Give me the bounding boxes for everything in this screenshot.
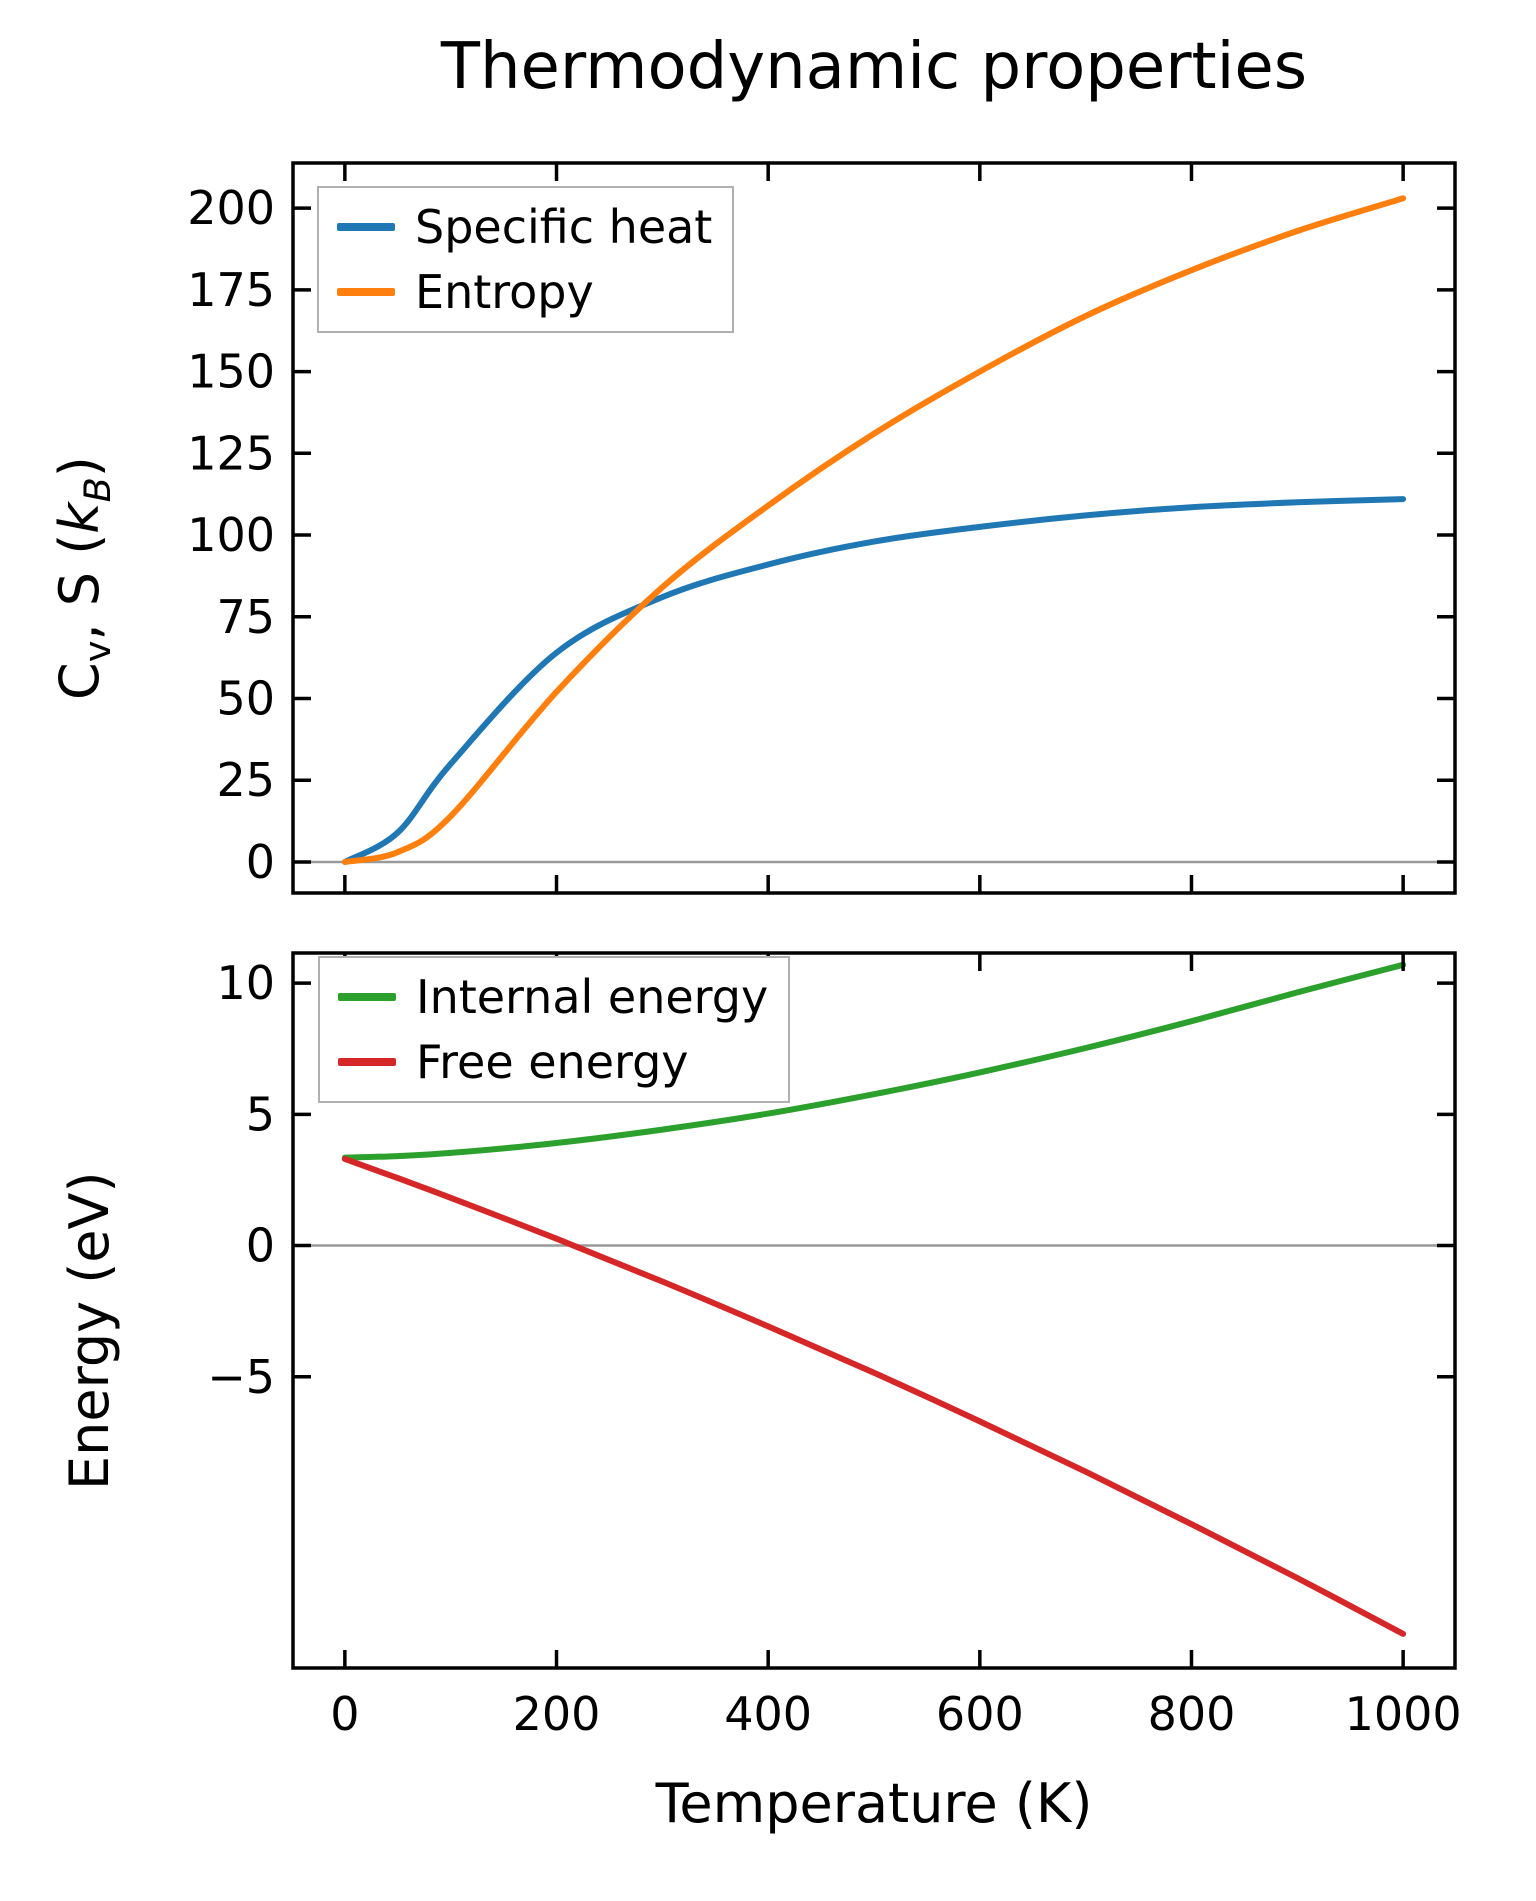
- legend-swatch-free-energy: [338, 1057, 396, 1066]
- legend-label-free-energy: Free energy: [416, 1034, 689, 1089]
- x-tick-label: 0: [330, 1687, 359, 1741]
- ylabel-k-sub: B: [75, 477, 119, 503]
- x-tick-label: 600: [936, 1687, 1024, 1741]
- bottom-panel: 0 200 400 600 800 1000 −5 0 5 10: [207, 951, 1462, 1741]
- y-tick-label: 175: [187, 263, 275, 317]
- legend-swatch-specific-heat: [337, 223, 395, 232]
- ylabel-c: C: [48, 662, 111, 700]
- y-tick-label: 50: [216, 671, 275, 725]
- x-tick-label: 800: [1148, 1687, 1236, 1741]
- legend-label-specific-heat: Specific heat: [415, 200, 713, 254]
- x-tick-label: 1000: [1345, 1687, 1462, 1741]
- entropy-curve: [341, 195, 1407, 865]
- plot-frame: [291, 951, 1457, 1670]
- y-tick-label: 75: [216, 590, 275, 644]
- y-tick-label: 25: [216, 753, 275, 807]
- top-panel: 0 25 50 75 100 125 150 175 200: [187, 161, 1457, 895]
- bottom-legend: Internal energy Free energy: [318, 956, 791, 1104]
- ylabel-close: ): [48, 456, 111, 478]
- legend-item-entropy: Entropy: [337, 264, 712, 319]
- legend-item-specific-heat: Specific heat: [337, 202, 712, 253]
- plot-frame: [291, 161, 1457, 895]
- y-tick-label: 0: [246, 835, 275, 889]
- legend-swatch-entropy: [337, 287, 395, 296]
- y-tick-label: 0: [246, 1219, 275, 1273]
- top-legend: Specific heat Entropy: [317, 186, 735, 334]
- specific-heat-curve: [341, 496, 1407, 865]
- internal-energy-curve: [341, 961, 1407, 1161]
- ylabel-c-sub: v: [75, 640, 119, 663]
- ylabel-mid: , S (: [48, 533, 111, 641]
- bottom-y-axis-label: Energy (eV): [58, 1171, 121, 1490]
- chart-title: Thermodynamic properties: [440, 30, 1308, 104]
- legend-label-entropy: Entropy: [415, 264, 594, 319]
- legend-item-internal-energy: Internal energy: [338, 972, 768, 1023]
- x-tick-label: 200: [513, 1687, 601, 1741]
- ylabel-k: k: [48, 502, 111, 534]
- y-tick-label: 100: [187, 508, 275, 562]
- x-axis-label: Temperature (K): [655, 1772, 1093, 1835]
- x-tick-label: 400: [724, 1687, 812, 1741]
- top-y-axis-label: Cv, S (kB): [48, 456, 119, 700]
- y-tick-label: −5: [207, 1350, 275, 1404]
- free-energy-curve: [341, 1155, 1407, 1637]
- y-tick-label: 150: [187, 345, 275, 399]
- y-tick-label: 5: [246, 1087, 275, 1141]
- y-tick-label: 10: [216, 956, 275, 1010]
- legend-item-free-energy: Free energy: [338, 1034, 768, 1089]
- y-tick-label: 125: [187, 426, 275, 480]
- legend-label-internal-energy: Internal energy: [416, 970, 769, 1024]
- legend-swatch-internal-energy: [338, 993, 396, 1002]
- y-tick-label: 200: [187, 181, 275, 235]
